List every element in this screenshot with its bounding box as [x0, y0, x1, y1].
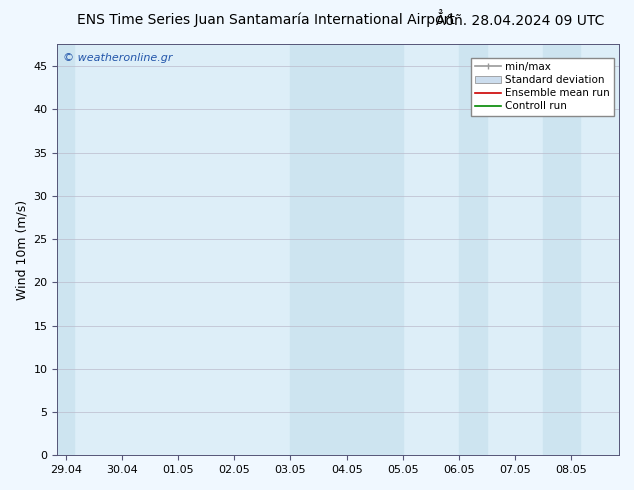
Y-axis label: Wind 10m (m/s): Wind 10m (m/s)	[15, 200, 28, 300]
Text: ENS Time Series Juan Santamaría International Airport: ENS Time Series Juan Santamaría Internat…	[77, 12, 455, 27]
Text: © weatheronline.gr: © weatheronline.gr	[63, 52, 172, 63]
Bar	[459, 45, 487, 455]
Bar	[290, 45, 347, 455]
Bar	[58, 45, 74, 455]
Bar	[347, 45, 403, 455]
Legend: min/max, Standard deviation, Ensemble mean run, Controll run: min/max, Standard deviation, Ensemble me…	[470, 58, 614, 116]
Bar	[543, 45, 579, 455]
Text: Ẳồñ. 28.04.2024 09 UTC: Ẳồñ. 28.04.2024 09 UTC	[436, 12, 604, 28]
